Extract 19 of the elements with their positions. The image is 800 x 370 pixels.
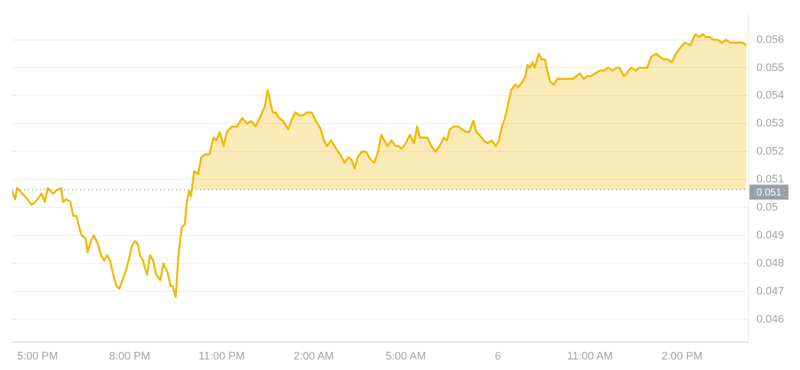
y-tick-label: 0.046 bbox=[756, 313, 784, 326]
y-tick-label: 0.055 bbox=[756, 62, 784, 74]
x-tick-label: 6 bbox=[494, 350, 501, 362]
x-tick-label: 11:00 PM bbox=[198, 350, 245, 362]
y-tick-label: 0.05 bbox=[756, 202, 778, 214]
y-tick-label: 0.048 bbox=[756, 258, 784, 270]
y-tick-label: 0.053 bbox=[756, 118, 784, 130]
y-tick-label: 0.047 bbox=[756, 285, 784, 298]
y-tick-label: 0.052 bbox=[756, 146, 784, 158]
x-tick-label: 5:00 AM bbox=[386, 350, 426, 362]
x-tick-label: 11:00 AM bbox=[567, 350, 613, 362]
y-tick-label: 0.054 bbox=[756, 90, 784, 102]
x-tick-label: 5:00 PM bbox=[17, 350, 58, 362]
y-tick-label: 0.056 bbox=[756, 34, 784, 46]
x-tick-label: 8:00 PM bbox=[109, 350, 150, 362]
y-tick-label: 0.051 bbox=[756, 174, 784, 186]
x-tick-label: 2:00 AM bbox=[294, 350, 334, 362]
x-tick-label: 2:00 PM bbox=[662, 350, 702, 362]
y-tick-label: 0.049 bbox=[756, 230, 784, 242]
